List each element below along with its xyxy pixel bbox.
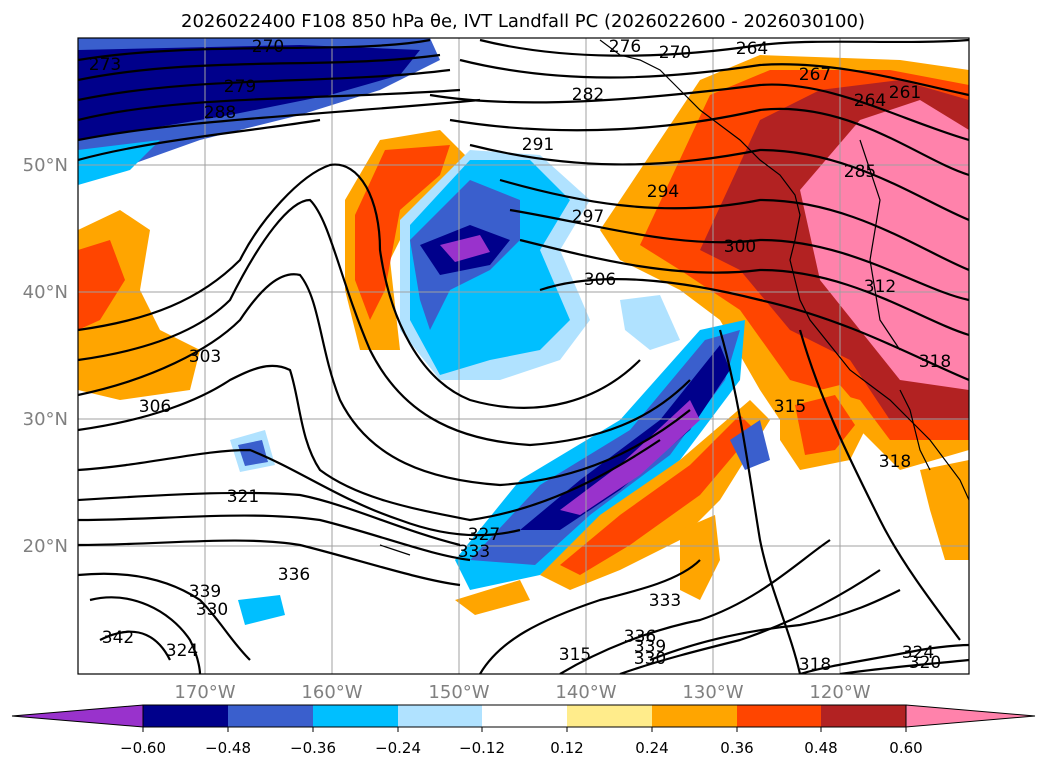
- gridlines: [78, 38, 969, 674]
- contour-label: 315: [774, 397, 806, 417]
- contour-label: 282: [572, 85, 604, 105]
- se-positive-patch-3: [455, 580, 530, 615]
- lon-tick-label: 150°W: [428, 682, 489, 703]
- lon-tick-label: 120°W: [809, 682, 870, 703]
- contour-label: 318: [879, 452, 911, 472]
- colorbar-segment: [652, 705, 737, 727]
- lat-tick-label: 20°N: [23, 536, 68, 557]
- colorbar-segment: [482, 705, 567, 727]
- contour-label: 291: [522, 135, 554, 155]
- contour-label: 330: [634, 649, 666, 669]
- colorbar-tick-label: −0.48: [205, 739, 251, 757]
- colorbar-tick-label: 0.48: [804, 739, 837, 757]
- colorbar-segment: [398, 705, 482, 727]
- contour-label: 294: [647, 182, 679, 202]
- colorbar-segment: [313, 705, 398, 727]
- se-coast-positive: [920, 460, 969, 560]
- west-positive-core: [78, 240, 125, 330]
- contour-label: 297: [572, 207, 604, 227]
- lat-tick-label: 50°N: [23, 155, 68, 176]
- sw-negative-patch: [238, 595, 285, 625]
- central-negative-peak: [440, 235, 490, 262]
- colorbar-ticks: [142, 727, 907, 732]
- contour-label: 306: [584, 270, 616, 290]
- contour-label: 276: [609, 37, 641, 57]
- contour-label: 300: [724, 237, 756, 257]
- east-negative-patch: [620, 295, 680, 350]
- map-frame: [77, 37, 970, 675]
- contour-label: 279: [224, 77, 256, 97]
- map-title: 2026022400 F108 850 hPa θe, IVT Landfall…: [181, 11, 865, 32]
- contour-label: 267: [799, 65, 831, 85]
- colorbar-tick-label: −0.36: [290, 739, 336, 757]
- contour-label: 315: [559, 645, 591, 665]
- gulf-positive-core: [355, 145, 450, 320]
- contour-label: 270: [659, 43, 691, 63]
- contour-label-group: 273 270 279 288 276 270 264 267 264 261 …: [89, 37, 951, 675]
- colorbar-tick-label: 0.24: [635, 739, 668, 757]
- se-positive-patch-2: [680, 515, 720, 600]
- colorbar-segment: [228, 705, 313, 727]
- contour-label: 312: [864, 277, 896, 297]
- lon-tick-label: 170°W: [174, 682, 235, 703]
- contour-label: 264: [854, 91, 886, 111]
- contour-label: 342: [102, 628, 134, 648]
- colorbar-segment: [737, 705, 821, 727]
- colorbar-tick-label: 0.36: [720, 739, 753, 757]
- contour-label: 264: [736, 39, 768, 59]
- contour-label: 336: [278, 565, 310, 585]
- colorbar-segment: [821, 705, 906, 727]
- east-negative-patch-2: [730, 420, 770, 470]
- contour-label: 333: [649, 591, 681, 611]
- colorbar-segment: [567, 705, 652, 727]
- colorbar-extend-high: [905, 704, 1036, 728]
- contour-label: 324: [166, 641, 198, 661]
- colorbar-tick-label: 0.60: [889, 739, 922, 757]
- ar-negative-strong: [470, 330, 740, 565]
- mid-negative-patch-core: [238, 440, 268, 466]
- contour-label: 336: [624, 627, 656, 647]
- contour-label: 339: [189, 582, 221, 602]
- contour-label: 320: [909, 653, 941, 673]
- lat-tick-label: 40°N: [23, 282, 68, 303]
- contour-label: 285: [844, 162, 876, 182]
- lon-tick-label: 140°W: [555, 682, 616, 703]
- lon-tick-label: 130°W: [682, 682, 743, 703]
- theta-e-contours: [78, 38, 969, 674]
- contour-label: 270: [252, 37, 284, 57]
- colorbar-tick-label: −0.24: [375, 739, 421, 757]
- contour-label: 288: [204, 103, 236, 123]
- contour-label: 327: [468, 525, 500, 545]
- colorbar-tick-label: −0.12: [459, 739, 505, 757]
- contour-label: 339: [634, 637, 666, 657]
- map-panel: 273 270 279 288 276 270 264 267 264 261 …: [77, 37, 970, 675]
- ar-negative-core: [520, 345, 730, 530]
- colorbar-extend-low: [11, 704, 144, 728]
- contour-label: 330: [196, 600, 228, 620]
- contour-label: 318: [799, 655, 831, 675]
- colorbar-segment: [143, 705, 228, 727]
- contour-label: 318: [919, 352, 951, 372]
- colorbar-tick-label: 0.12: [550, 739, 583, 757]
- contour-label: 261: [889, 83, 921, 103]
- colorbar: −0.60 −0.48 −0.36 −0.24 −0.12 0.12 0.24 …: [11, 704, 1036, 757]
- coastlines: [379, 39, 969, 556]
- contour-label: 321: [227, 487, 259, 507]
- contour-label: 324: [902, 643, 934, 663]
- lat-tick-label: 30°N: [23, 409, 68, 430]
- colorbar-frame: [142, 704, 907, 728]
- contour-label: 303: [189, 347, 221, 367]
- contour-label: 273: [89, 55, 121, 75]
- nw-negative-light: [78, 140, 160, 185]
- lon-tick-label: 160°W: [301, 682, 362, 703]
- contour-label: 333: [458, 542, 490, 562]
- lon-axis: 170°W 160°W 150°W 140°W 130°W 120°W: [174, 682, 870, 703]
- colorbar-tick-label: −0.60: [120, 739, 166, 757]
- se-positive-core: [560, 415, 755, 575]
- lat-axis: 50°N 40°N 30°N 20°N: [23, 155, 68, 557]
- contour-label: 306: [139, 397, 171, 417]
